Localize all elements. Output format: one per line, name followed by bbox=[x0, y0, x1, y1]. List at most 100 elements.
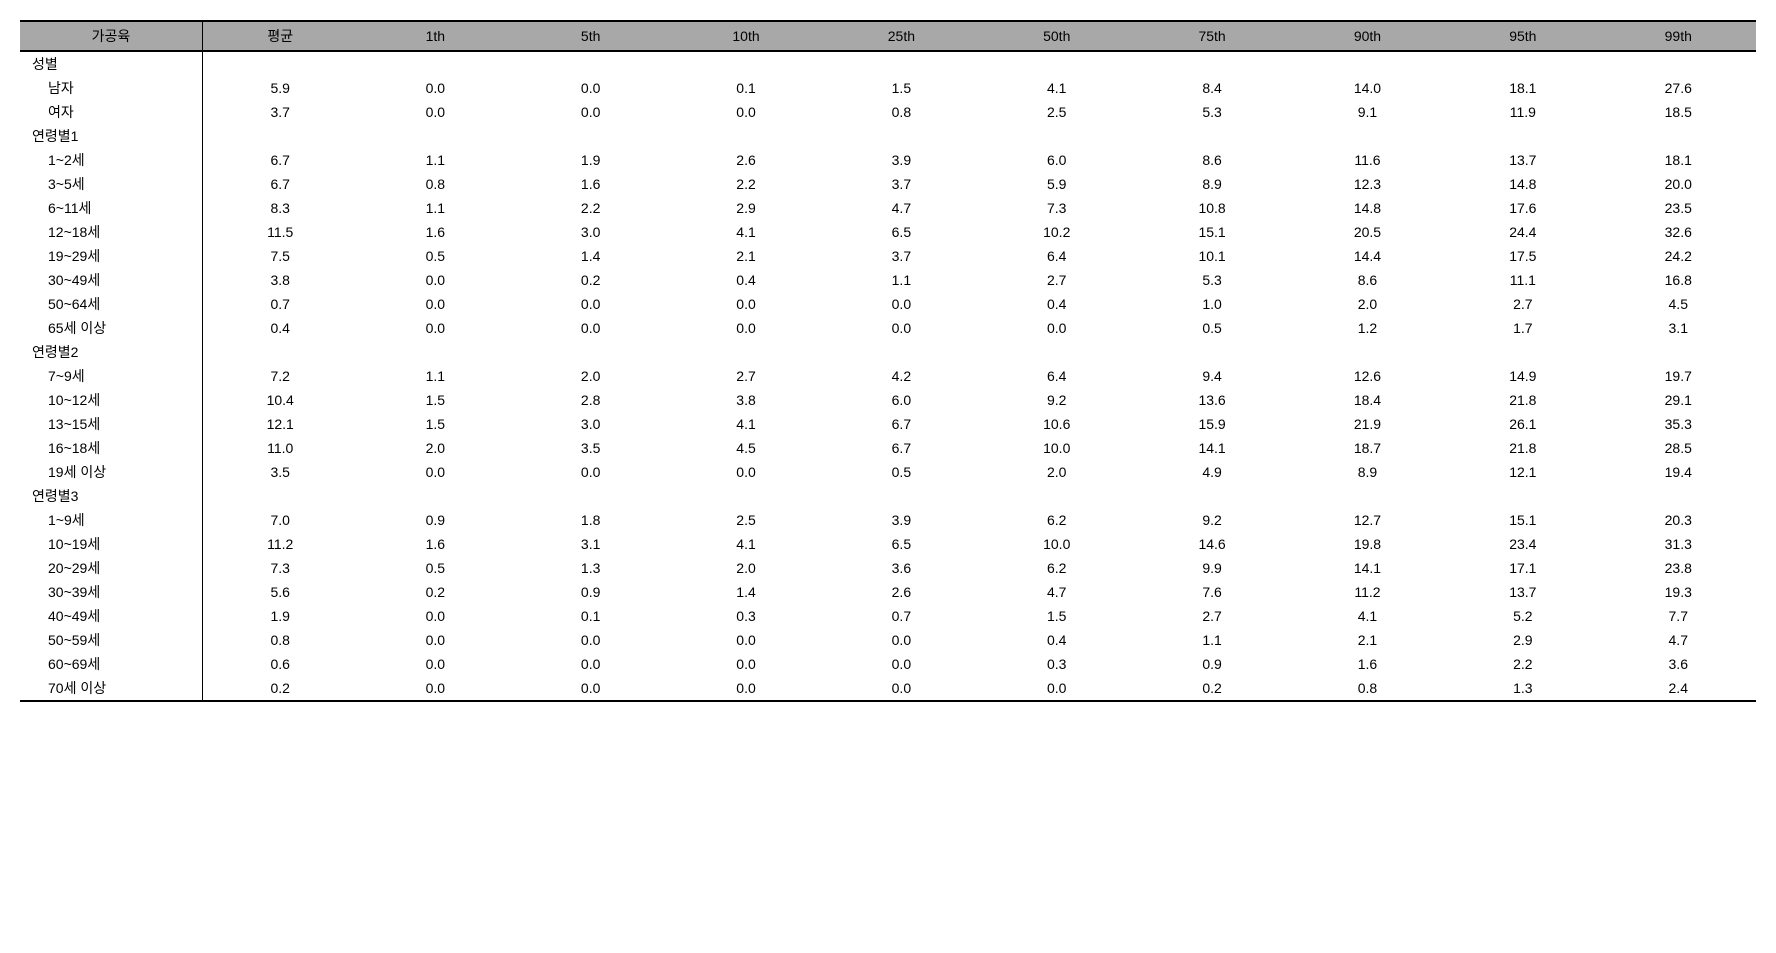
empty-cell bbox=[202, 51, 357, 76]
data-cell: 29.1 bbox=[1601, 388, 1757, 412]
empty-cell bbox=[1601, 124, 1757, 148]
data-cell: 0.8 bbox=[824, 100, 979, 124]
data-cell: 2.6 bbox=[824, 580, 979, 604]
data-cell: 31.3 bbox=[1601, 532, 1757, 556]
data-cell: 9.1 bbox=[1290, 100, 1445, 124]
data-cell: 4.9 bbox=[1134, 460, 1289, 484]
data-cell: 1.1 bbox=[358, 196, 513, 220]
data-cell: 3.6 bbox=[1601, 652, 1757, 676]
data-cell: 6.5 bbox=[824, 220, 979, 244]
empty-cell bbox=[668, 484, 823, 508]
row-label: 여자 bbox=[20, 100, 202, 124]
data-cell: 7.3 bbox=[202, 556, 357, 580]
data-cell: 20.3 bbox=[1601, 508, 1757, 532]
empty-cell bbox=[1445, 340, 1600, 364]
data-cell: 1.5 bbox=[824, 76, 979, 100]
data-cell: 0.0 bbox=[668, 628, 823, 652]
data-cell: 0.0 bbox=[513, 652, 668, 676]
data-cell: 15.1 bbox=[1445, 508, 1600, 532]
header-cell-p90: 90th bbox=[1290, 21, 1445, 51]
row-label: 40~49세 bbox=[20, 604, 202, 628]
data-cell: 2.0 bbox=[513, 364, 668, 388]
data-cell: 14.4 bbox=[1290, 244, 1445, 268]
empty-cell bbox=[358, 51, 513, 76]
data-cell: 24.4 bbox=[1445, 220, 1600, 244]
data-cell: 2.0 bbox=[668, 556, 823, 580]
table-row: 16~18세11.02.03.54.56.710.014.118.721.828… bbox=[20, 436, 1756, 460]
data-cell: 0.4 bbox=[202, 316, 357, 340]
data-cell: 28.5 bbox=[1601, 436, 1757, 460]
data-cell: 0.2 bbox=[513, 268, 668, 292]
data-cell: 2.2 bbox=[513, 196, 668, 220]
table-row: 50~59세0.80.00.00.00.00.41.12.12.94.7 bbox=[20, 628, 1756, 652]
data-cell: 0.9 bbox=[513, 580, 668, 604]
header-cell-p25: 25th bbox=[824, 21, 979, 51]
data-cell: 1.0 bbox=[1134, 292, 1289, 316]
data-cell: 0.2 bbox=[1134, 676, 1289, 701]
data-cell: 0.0 bbox=[513, 460, 668, 484]
data-cell: 1.1 bbox=[1134, 628, 1289, 652]
data-cell: 21.8 bbox=[1445, 436, 1600, 460]
data-cell: 2.2 bbox=[668, 172, 823, 196]
data-cell: 9.4 bbox=[1134, 364, 1289, 388]
row-label: 12~18세 bbox=[20, 220, 202, 244]
data-cell: 0.0 bbox=[668, 316, 823, 340]
row-label: 50~64세 bbox=[20, 292, 202, 316]
data-cell: 6.2 bbox=[979, 556, 1134, 580]
table-row: 65세 이상0.40.00.00.00.00.00.51.21.73.1 bbox=[20, 316, 1756, 340]
data-cell: 7.7 bbox=[1601, 604, 1757, 628]
data-cell: 2.4 bbox=[1601, 676, 1757, 701]
data-cell: 27.6 bbox=[1601, 76, 1757, 100]
data-cell: 7.5 bbox=[202, 244, 357, 268]
table-row: 여자3.70.00.00.00.82.55.39.111.918.5 bbox=[20, 100, 1756, 124]
row-label: 30~39세 bbox=[20, 580, 202, 604]
data-cell: 2.0 bbox=[979, 460, 1134, 484]
data-cell: 0.0 bbox=[668, 652, 823, 676]
data-cell: 4.2 bbox=[824, 364, 979, 388]
empty-cell bbox=[513, 51, 668, 76]
data-cell: 0.5 bbox=[1134, 316, 1289, 340]
data-cell: 2.5 bbox=[668, 508, 823, 532]
empty-cell bbox=[358, 484, 513, 508]
data-cell: 0.0 bbox=[513, 76, 668, 100]
empty-cell bbox=[202, 340, 357, 364]
data-cell: 0.0 bbox=[358, 604, 513, 628]
empty-cell bbox=[1445, 124, 1600, 148]
data-cell: 13.7 bbox=[1445, 148, 1600, 172]
data-cell: 14.1 bbox=[1134, 436, 1289, 460]
data-cell: 16.8 bbox=[1601, 268, 1757, 292]
table-row: 남자5.90.00.00.11.54.18.414.018.127.6 bbox=[20, 76, 1756, 100]
empty-cell bbox=[668, 51, 823, 76]
group-label: 연령별2 bbox=[20, 340, 202, 364]
data-cell: 0.7 bbox=[202, 292, 357, 316]
data-cell: 0.5 bbox=[358, 556, 513, 580]
data-cell: 14.8 bbox=[1445, 172, 1600, 196]
row-label: 19세 이상 bbox=[20, 460, 202, 484]
data-cell: 1.1 bbox=[358, 148, 513, 172]
empty-cell bbox=[1445, 51, 1600, 76]
data-cell: 0.5 bbox=[824, 460, 979, 484]
data-cell: 14.0 bbox=[1290, 76, 1445, 100]
data-cell: 6.0 bbox=[979, 148, 1134, 172]
data-cell: 0.0 bbox=[358, 100, 513, 124]
data-cell: 14.8 bbox=[1290, 196, 1445, 220]
data-cell: 6.7 bbox=[202, 148, 357, 172]
data-cell: 11.6 bbox=[1290, 148, 1445, 172]
data-cell: 2.9 bbox=[668, 196, 823, 220]
data-cell: 0.5 bbox=[358, 244, 513, 268]
data-cell: 1.4 bbox=[668, 580, 823, 604]
empty-cell bbox=[1290, 340, 1445, 364]
empty-cell bbox=[979, 51, 1134, 76]
data-cell: 4.5 bbox=[668, 436, 823, 460]
header-cell-p50: 50th bbox=[979, 21, 1134, 51]
data-cell: 0.0 bbox=[979, 316, 1134, 340]
data-cell: 10.4 bbox=[202, 388, 357, 412]
row-label: 남자 bbox=[20, 76, 202, 100]
empty-cell bbox=[1290, 124, 1445, 148]
data-cell: 10.0 bbox=[979, 436, 1134, 460]
row-label: 7~9세 bbox=[20, 364, 202, 388]
row-label: 13~15세 bbox=[20, 412, 202, 436]
data-cell: 0.9 bbox=[358, 508, 513, 532]
data-cell: 1.5 bbox=[979, 604, 1134, 628]
empty-cell bbox=[1445, 484, 1600, 508]
